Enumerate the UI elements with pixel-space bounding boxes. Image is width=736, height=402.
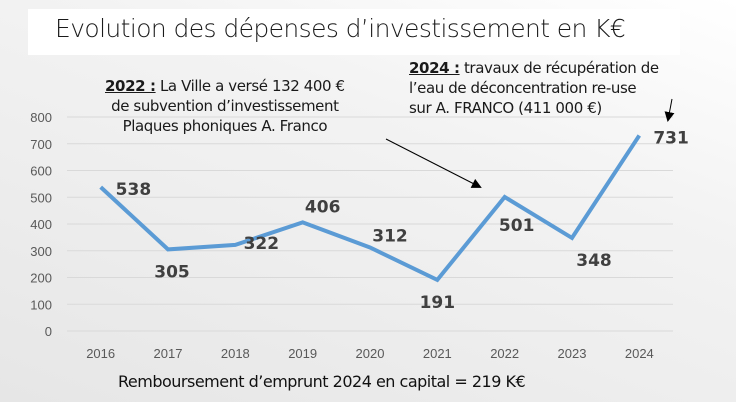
- x-axis-ticks: 2016 2017 2018 2019 2020 2021 2022 2023 2024: [86, 346, 654, 361]
- x-tick-label: 2021: [423, 346, 452, 361]
- annotation-2024-line2: l’eau de déconcentration re-use: [409, 79, 637, 97]
- annotation-2022: 2022 : La Ville a versé 132 400 € de sub…: [105, 76, 345, 136]
- annotation-2022-year: 2022 :: [105, 77, 156, 95]
- data-label: 305: [154, 262, 190, 282]
- arrow-2022: [385, 138, 482, 188]
- y-tick-label: 300: [30, 244, 52, 259]
- footer-note: Remboursement d’emprunt 2024 en capital …: [118, 372, 526, 391]
- y-tick-label: 200: [30, 271, 52, 286]
- annotation-2022-line1: La Ville a versé 132 400 €: [155, 77, 345, 95]
- annotation-2024-line1: travaux de récupération de: [459, 59, 659, 77]
- x-tick-label: 2020: [356, 346, 385, 361]
- annotation-2024-line3: sur A. FRANCO (411 000 €): [409, 99, 602, 117]
- annotation-2022-line3: Plaques phoniques A. Franco: [122, 117, 328, 135]
- title-box: [28, 9, 680, 55]
- x-tick-label: 2023: [558, 346, 587, 361]
- data-label: 312: [372, 227, 408, 247]
- annotation-2024-year: 2024 :: [409, 59, 460, 77]
- x-tick-label: 2024: [625, 346, 654, 361]
- data-label: 501: [499, 216, 535, 236]
- y-tick-label: 700: [30, 137, 52, 152]
- x-tick-label: 2017: [154, 346, 183, 361]
- y-axis-ticks: 0 100 200 300 400 500 600 700 800: [30, 110, 52, 339]
- annotation-2024: 2024 : travaux de récupération de l’eau …: [409, 58, 659, 118]
- chart-title: Evolution des dépenses d’investissement …: [55, 14, 626, 43]
- data-label: 322: [244, 234, 280, 254]
- y-tick-label: 500: [30, 190, 52, 205]
- data-label: 731: [653, 128, 689, 148]
- annotation-2022-line2: de subvention d’investissement: [111, 97, 339, 115]
- data-label: 406: [305, 197, 341, 217]
- data-label: 191: [420, 293, 456, 313]
- x-tick-label: 2018: [221, 346, 250, 361]
- data-labels: 538 305 322 406 312 191 501 348 731: [116, 128, 689, 312]
- y-tick-label: 400: [30, 217, 52, 232]
- series-line: [99, 134, 641, 283]
- data-label: 538: [116, 180, 151, 200]
- x-tick-label: 2016: [86, 346, 115, 361]
- arrow-2024: [664, 98, 675, 122]
- y-tick-label: 800: [30, 110, 52, 125]
- x-tick-label: 2022: [490, 346, 519, 361]
- x-tick-label: 2019: [288, 346, 317, 361]
- data-label: 348: [576, 251, 612, 271]
- gridlines: [67, 116, 673, 332]
- y-tick-label: 600: [30, 164, 52, 179]
- y-tick-label: 100: [30, 297, 52, 312]
- y-tick-label: 0: [45, 324, 52, 339]
